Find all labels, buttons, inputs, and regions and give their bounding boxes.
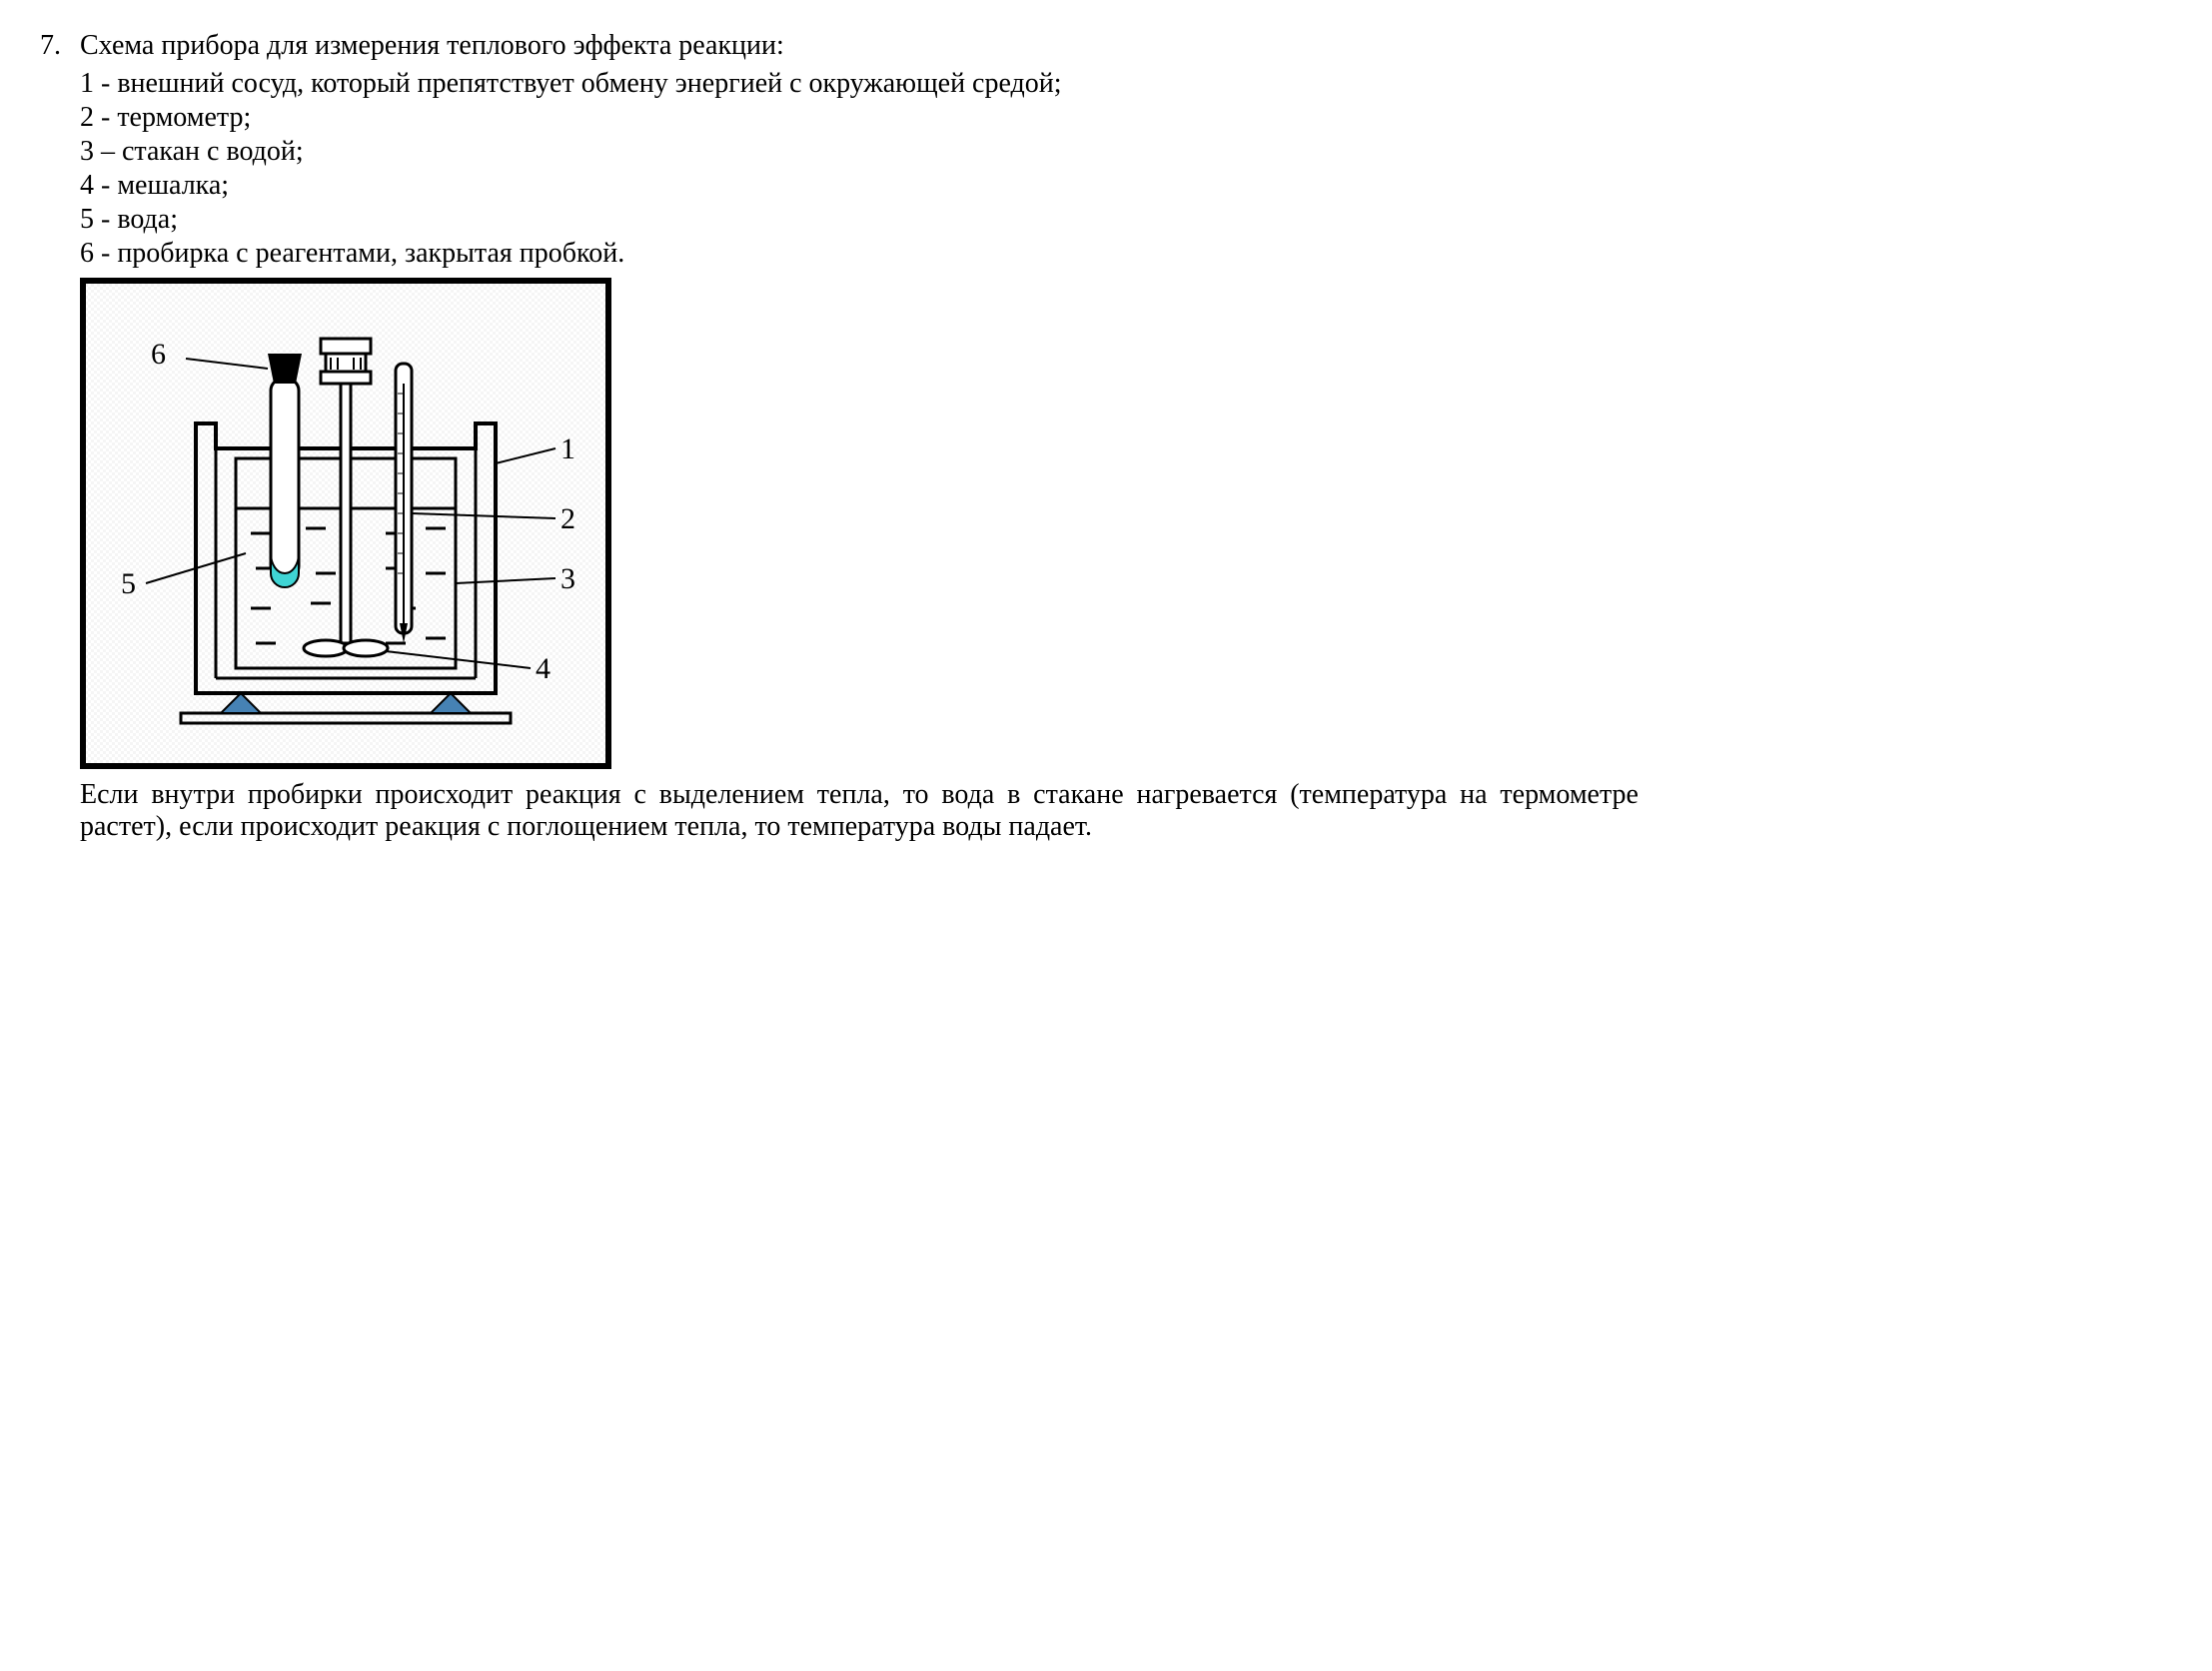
item-number: 7. [40,30,80,62]
legend-3: 3 – стакан с водой; [80,136,1639,168]
caption-text: Если внутри пробирки происходит реакция … [80,779,1639,843]
title-text: Схема прибора для измерения теплового эф… [80,30,1639,62]
legend-5: 5 - вода; [80,204,1639,236]
fig-label-5: 5 [121,567,136,600]
apparatus-figure: 6 1 2 3 4 5 [80,278,611,769]
legend-1: 1 - внешний сосуд, который препятствует … [80,68,1639,100]
legend-2: 2 - термометр; [80,102,1639,134]
title-row: 7. Схема прибора для измерения теплового… [40,30,1639,62]
legend-6: 6 - пробирка с реагентами, закрытая проб… [80,238,1639,270]
fig-label-3: 3 [560,562,575,595]
legend-4: 4 - мешалка; [80,170,1639,202]
fig-label-6: 6 [151,338,166,371]
fig-label-4: 4 [536,652,551,685]
legend-block: 1 - внешний сосуд, который препятствует … [80,68,1639,270]
fig-label-1: 1 [560,432,575,465]
fig-label-2: 2 [560,502,575,535]
